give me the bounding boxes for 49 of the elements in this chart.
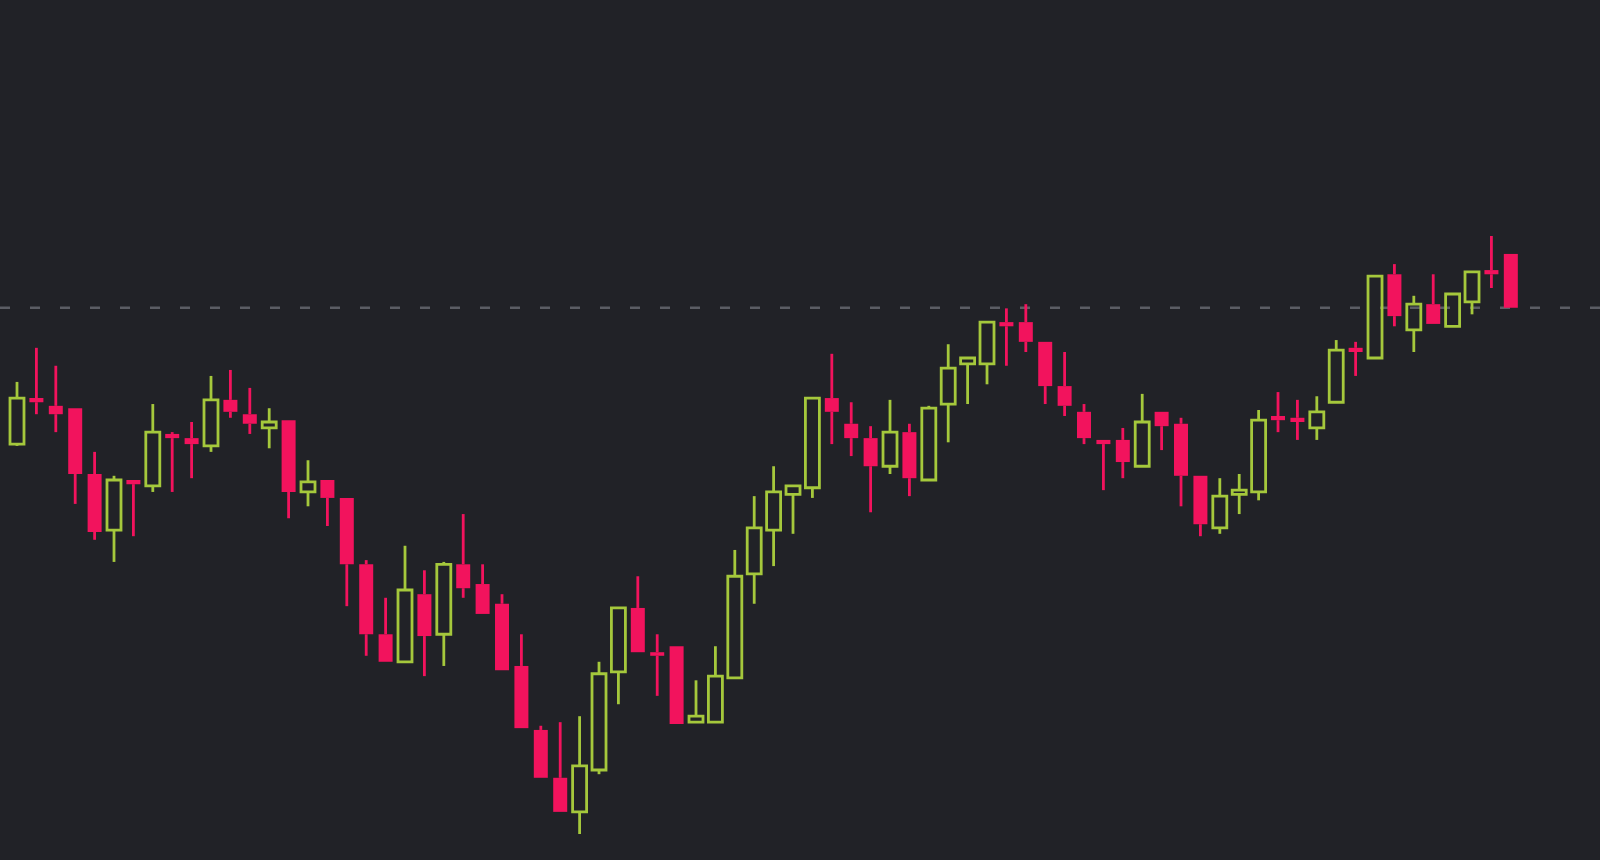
candlestick xyxy=(417,568,432,678)
candlestick xyxy=(281,420,296,520)
candlestick xyxy=(533,724,548,778)
candlestick xyxy=(1327,338,1345,404)
candlestick xyxy=(1426,272,1441,324)
candlestick xyxy=(1133,392,1151,468)
candlestick xyxy=(514,632,529,729)
candlestick xyxy=(902,422,917,498)
candlestick xyxy=(456,512,471,600)
candlestick xyxy=(48,364,63,434)
candlestick xyxy=(1503,253,1518,308)
candlestick xyxy=(475,562,490,614)
candlestick xyxy=(165,430,180,494)
candlestick xyxy=(999,306,1014,368)
candlestick xyxy=(68,408,83,506)
candlestick xyxy=(359,558,374,658)
candlestick xyxy=(1387,262,1402,328)
candlestick xyxy=(339,497,354,608)
candlestick xyxy=(260,406,278,450)
candlestick xyxy=(1057,350,1072,418)
candlestick xyxy=(1154,411,1169,452)
candlestick xyxy=(824,352,839,446)
candlestick xyxy=(320,479,335,528)
candlestick xyxy=(650,632,665,698)
candlestick xyxy=(1405,294,1423,354)
candlestick xyxy=(1290,398,1305,442)
candlestick xyxy=(1018,302,1033,354)
candlestick xyxy=(1193,475,1208,538)
candlestick xyxy=(242,386,257,436)
candlestick xyxy=(29,346,44,416)
candlestick xyxy=(844,400,859,458)
candlestick xyxy=(553,720,568,812)
candlestick xyxy=(863,424,878,514)
candlestick xyxy=(669,646,684,724)
candlestick xyxy=(184,420,199,480)
candlestick xyxy=(1038,341,1053,406)
candlestick xyxy=(396,544,414,664)
candlestick xyxy=(1366,274,1384,360)
candlestick xyxy=(126,479,141,538)
candlestick xyxy=(378,596,393,662)
candlestick xyxy=(87,450,102,542)
candlestick xyxy=(1308,394,1326,442)
candlestick xyxy=(1484,234,1499,290)
candlestick xyxy=(630,574,645,653)
candlestick xyxy=(939,342,957,444)
candlestick xyxy=(223,368,238,420)
candlestick xyxy=(1348,340,1363,378)
candlestick xyxy=(1115,426,1130,480)
candlestick xyxy=(1096,439,1111,492)
